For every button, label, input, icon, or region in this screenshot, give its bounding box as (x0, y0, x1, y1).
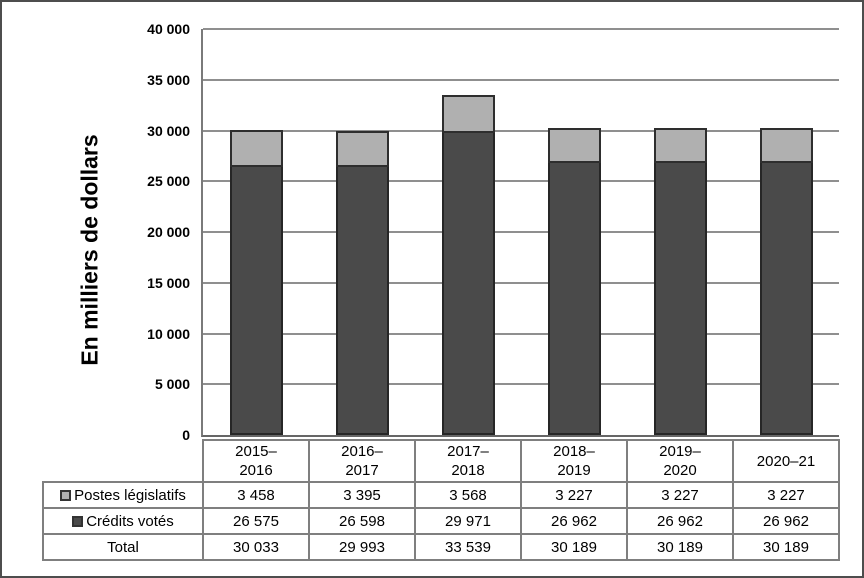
table-cell-value: 30 189 (732, 533, 840, 561)
bar-segment-postes-legislatifs (547, 128, 601, 163)
gridline (203, 129, 839, 132)
gridline (203, 28, 839, 30)
y-axis-tick-label: 40 000 (147, 21, 190, 37)
table-cell-value: 29 971 (414, 507, 522, 535)
bar-segment-credits-votes (547, 161, 601, 435)
table-cell-value: 26 598 (308, 507, 416, 535)
y-axis-tick-label: 5 000 (154, 376, 190, 393)
y-axis-tick-label: 20 000 (147, 224, 190, 240)
table-row-label: Crédits votés (42, 507, 204, 535)
bar-segment-postes-legislatifs (335, 131, 389, 167)
gridline (203, 78, 839, 81)
table-row-postes-legislatifs: Postes législatifs 3 458 3 395 3 568 3 227 3 … (42, 481, 840, 509)
y-axis-title: En milliers de dollars (76, 134, 103, 366)
bar-segment-credits-votes (759, 161, 813, 435)
legend-marker-postes-legislatifs-icon (60, 489, 72, 501)
table-cell-value: 3 395 (308, 481, 416, 509)
gridline (203, 180, 839, 183)
y-axis-tick-label: 10 000 (147, 325, 190, 342)
table-header-row: 2015– 2016 2016– 2017 2017– 2018 2018– 2019… (43, 439, 840, 483)
table-cell-value: 3 227 (732, 481, 840, 509)
bar-segment-postes-legislatifs (653, 128, 707, 163)
table-row-credits-votes: Crédits votés 26 575 26 598 29 971 26 962 26 … (42, 507, 840, 535)
bar-segment-credits-votes (653, 161, 707, 435)
table-header-year: 2018– 2019 (520, 439, 628, 483)
table-cell-value: 3 568 (414, 481, 522, 509)
bar-segment-credits-votes (441, 131, 495, 435)
table-cell-value: 30 189 (626, 533, 734, 561)
gridline (203, 383, 839, 386)
bar-segment-postes-legislatifs (229, 130, 283, 167)
table-header-year: 2016– 2017 (308, 439, 416, 483)
table-header-year: 2019– 2020 (626, 439, 734, 483)
data-table: 2015– 2016 2016– 2017 2017– 2018 2018– 2019… (42, 439, 840, 561)
table-header-year: 2015– 2016 (202, 439, 310, 483)
table-cell-value: 3 227 (520, 481, 628, 509)
table-cell-value: 26 962 (626, 507, 734, 535)
table-cell-value: 26 962 (520, 507, 628, 535)
table-cell-value: 30 189 (520, 533, 628, 561)
y-axis-tick-label: 30 000 (147, 122, 190, 139)
table-cell-value: 30 033 (202, 533, 310, 561)
legend-marker-credits-votes-icon (72, 515, 84, 527)
table-cell-value: 26 962 (732, 507, 840, 535)
table-cell-value: 26 575 (202, 507, 310, 535)
bar-segment-credits-votes (229, 165, 283, 435)
table-cell-value: 33 539 (414, 533, 522, 561)
bar-segment-postes-legislatifs (441, 95, 495, 133)
table-header-year: 2020–21 (732, 439, 840, 483)
table-row-label: Postes législatifs (42, 481, 204, 509)
y-axis-tick-label: 25 000 (147, 173, 190, 190)
gridline (203, 332, 839, 335)
table-header-year: 2017– 2018 (414, 439, 522, 483)
y-axis-tick-label: 15 000 (147, 274, 190, 291)
table-corner-blank (43, 440, 203, 482)
gridline (203, 281, 839, 284)
y-axis-tick-label: 35 000 (147, 71, 190, 88)
y-axis-tick-label: 0 (182, 427, 190, 443)
bar-segment-credits-votes (335, 165, 389, 435)
bar-segment-postes-legislatifs (759, 128, 813, 163)
data-table-body: 2015– 2016 2016– 2017 2017– 2018 2018– 2019… (42, 439, 840, 561)
plot-area (201, 28, 839, 437)
table-cell-value: 3 227 (626, 481, 734, 509)
table-row-total: Total 30 033 29 993 33 539 30 189 30 189 30 18… (42, 533, 840, 561)
table-row-label: Total (42, 533, 204, 561)
table-cell-value: 3 458 (202, 481, 310, 509)
table-cell-value: 29 993 (308, 533, 416, 561)
gridline (203, 231, 839, 233)
